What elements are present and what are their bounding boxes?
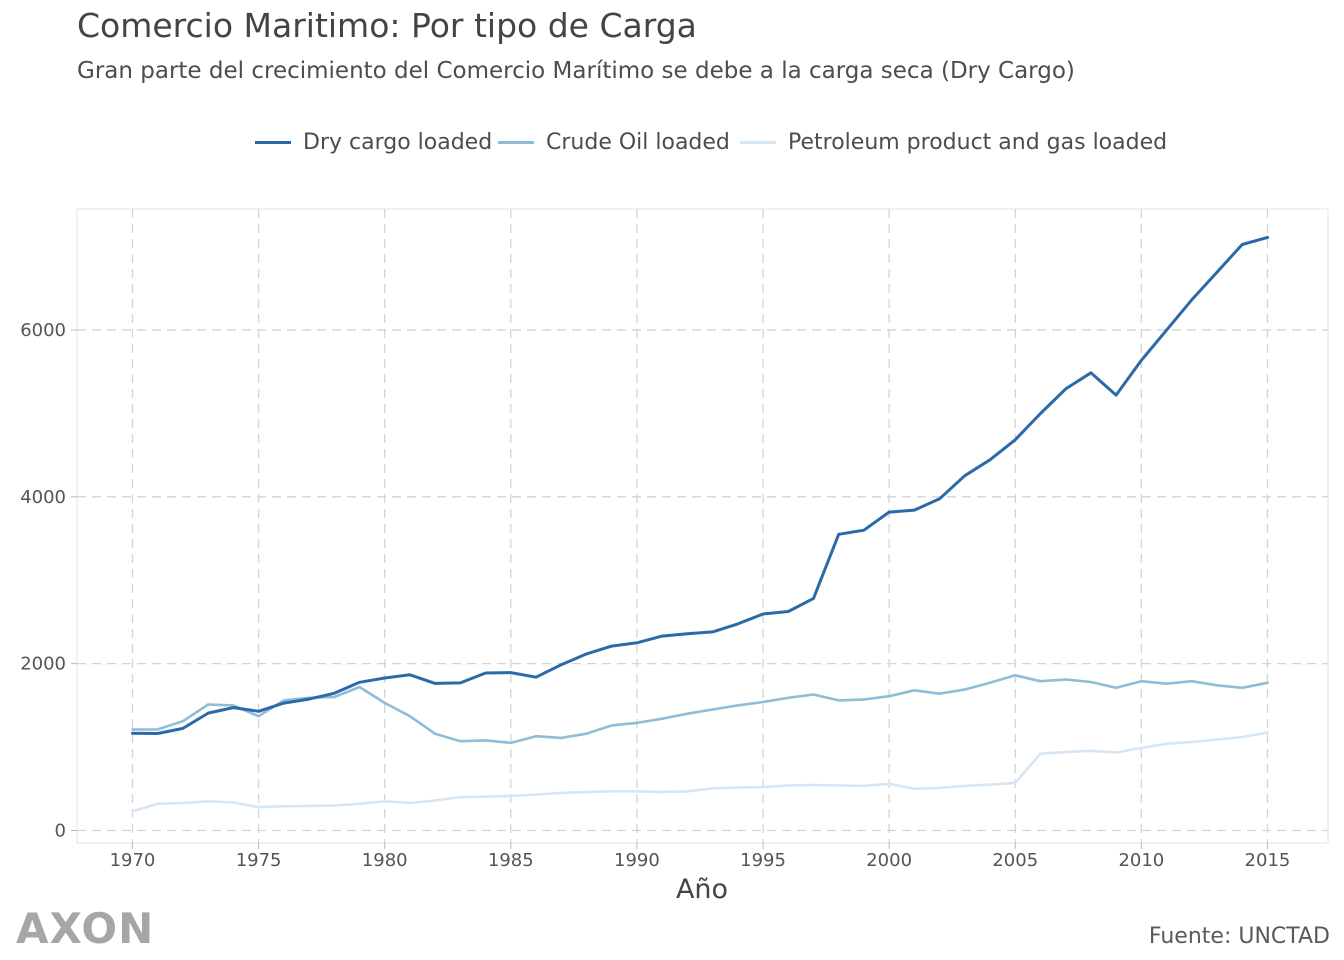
plot-area [76, 208, 1329, 844]
x-tick-label-2010: 2010 [1118, 850, 1164, 871]
x-tick-label-2000: 2000 [866, 850, 912, 871]
legend-label-petroleum: Petroleum product and gas loaded [788, 129, 1168, 155]
x-tick-label-2005: 2005 [992, 850, 1038, 871]
x-tick-label-1995: 1995 [740, 850, 786, 871]
legend-swatch-crude-oil [498, 140, 534, 144]
x-tick-label-1970: 1970 [110, 850, 156, 871]
x-tick-label-1985: 1985 [488, 850, 534, 871]
source-note: Fuente: UNCTAD [1148, 924, 1330, 949]
legend-item-petroleum[interactable]: Petroleum product and gas loaded [740, 126, 1167, 158]
legend-swatch-petroleum [740, 140, 776, 144]
series-line-dry-cargo[interactable] [131, 235, 1269, 735]
chart-title: Comercio Maritimo: Por tipo de Carga [77, 6, 697, 45]
legend-item-dry-cargo[interactable]: Dry cargo loaded [255, 126, 492, 158]
grid [77, 209, 1328, 843]
chart-subtitle: Gran parte del crecimiento del Comercio … [77, 58, 1075, 84]
legend-label-crude-oil: Crude Oil loaded [546, 129, 730, 155]
x-tick-label-2015: 2015 [1245, 850, 1291, 871]
legend-label-dry-cargo: Dry cargo loaded [303, 129, 493, 155]
x-tick-label-1980: 1980 [362, 850, 408, 871]
legend-item-crude-oil[interactable]: Crude Oil loaded [498, 126, 730, 158]
y-tick-label-6000: 6000 [20, 320, 66, 341]
x-tick-label-1990: 1990 [614, 850, 660, 871]
y-tick-label-2000: 2000 [20, 654, 66, 675]
series-group [131, 235, 1269, 813]
x-tick-label-1975: 1975 [236, 850, 282, 871]
axes: 1970 1975 1980 1985 1990 1995 2000 2005 2010 2015… [20, 320, 1290, 871]
x-axis-title: Año [676, 874, 728, 905]
series-line-petroleum[interactable] [131, 731, 1269, 813]
y-tick-label-0: 0 [55, 820, 66, 841]
legend: Dry cargo loaded Crude Oil loaded Petrol… [0, 126, 1344, 158]
brand-logo: AXON [16, 904, 155, 953]
y-tick-label-4000: 4000 [20, 487, 66, 508]
legend-swatch-dry-cargo [255, 140, 291, 144]
